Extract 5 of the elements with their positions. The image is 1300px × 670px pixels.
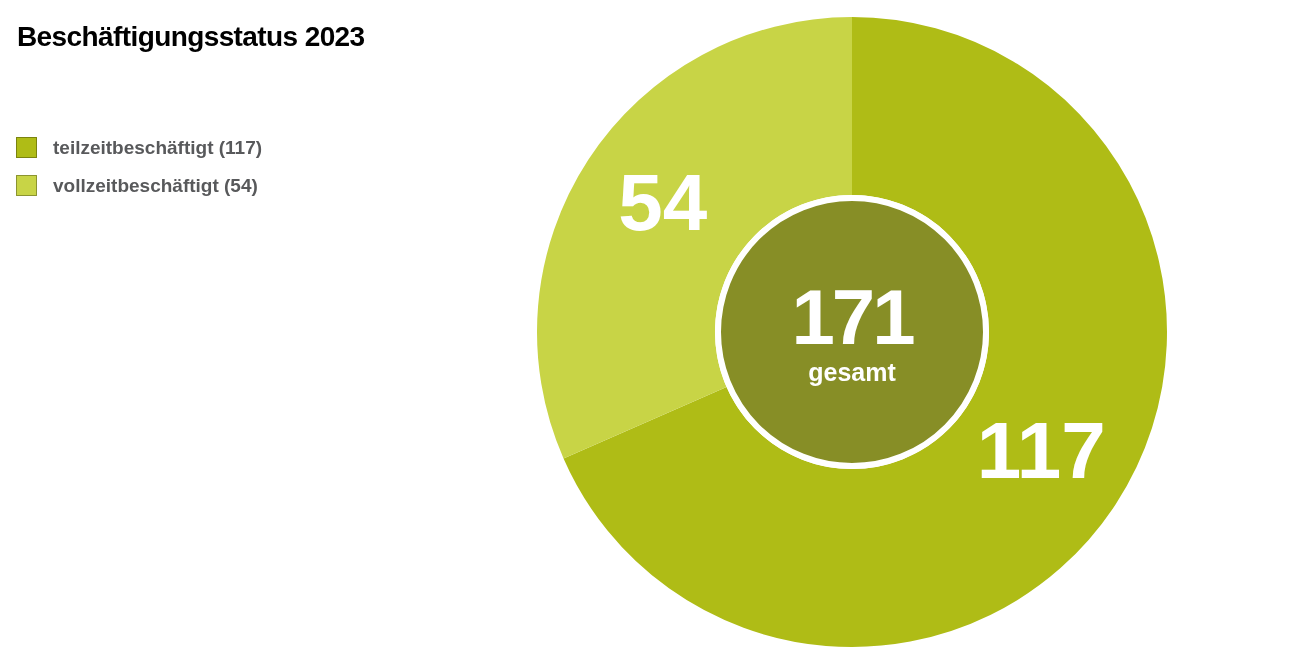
legend-label: vollzeitbeschäftigt (54) bbox=[53, 174, 258, 196]
data-label: 117 bbox=[976, 405, 1106, 495]
chart-title: Beschäftigungsstatus 2023 bbox=[17, 20, 365, 54]
legend-label: teilzeitbeschäftigt (117) bbox=[53, 136, 263, 158]
data-label: 54 bbox=[618, 158, 708, 248]
